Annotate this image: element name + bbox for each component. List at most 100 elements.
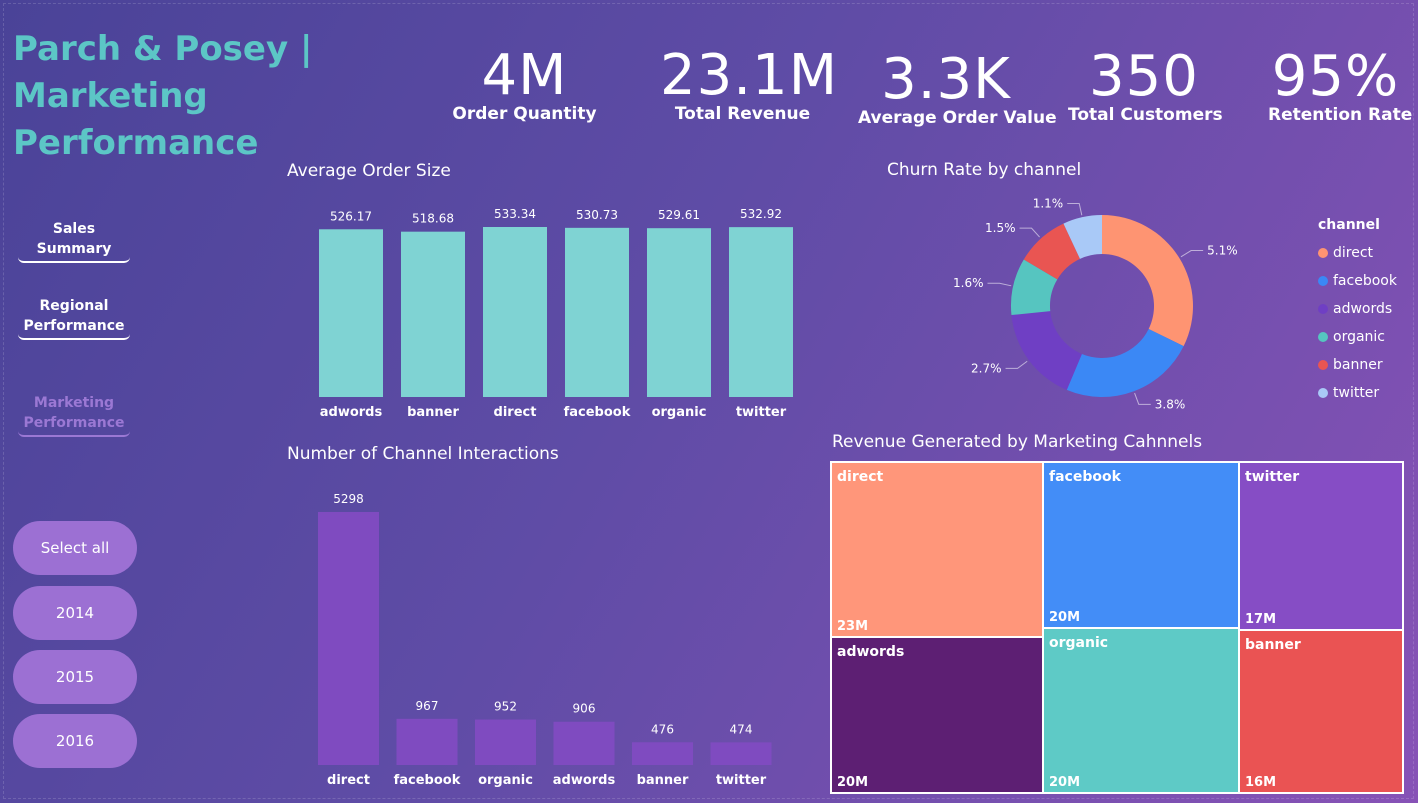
tile-value: 20M (837, 775, 869, 790)
nav-label-line1: Regional (39, 298, 109, 314)
nav-label-line1: Marketing (33, 395, 115, 411)
legend-item-facebook[interactable]: facebook (1318, 267, 1397, 295)
category-label: facebook (564, 405, 631, 420)
bar-value-label: 967 (416, 699, 439, 713)
kpi-label: Retention Rate (1268, 105, 1413, 125)
filter-2016-button[interactable]: 2016 (13, 714, 137, 768)
legend-label: twitter (1333, 385, 1380, 401)
kpi-label: Order Quantity (452, 104, 597, 124)
tile-value: 20M (1049, 775, 1081, 790)
donut-slice-twitter[interactable] (1063, 215, 1102, 259)
channel-interactions-title: Number of Channel Interactions (287, 444, 559, 464)
bar-twitter[interactable] (710, 742, 772, 765)
treemap-tile-direct[interactable]: direct 23M (830, 461, 1044, 638)
nav-label-line2: Performance (23, 318, 125, 334)
bar-value-label: 530.73 (576, 208, 618, 222)
slice-leader-line (1019, 227, 1040, 238)
kpi-total-revenue: 23.1M Total Revenue (660, 43, 839, 125)
donut-slice-facebook[interactable] (1066, 328, 1184, 397)
bar-adwords[interactable] (553, 721, 615, 765)
filter-label: 2016 (55, 732, 95, 750)
donut-slice-adwords[interactable] (1011, 311, 1082, 390)
filter-select-all-button[interactable]: Select all (13, 521, 137, 575)
legend-label: organic (1333, 329, 1386, 345)
bar-direct[interactable] (483, 227, 547, 397)
churn-legend: channel direct facebook adwords organic … (1318, 217, 1397, 407)
bar-organic[interactable] (475, 719, 536, 765)
avg-order-size-chart: 526.17 adwords 518.68 banner 533.34 direct 530… (319, 207, 793, 420)
category-label: adwords (320, 405, 383, 420)
legend-label: facebook (1333, 273, 1397, 289)
treemap-tile-twitter[interactable]: twitter 17M (1238, 461, 1404, 631)
legend-swatch (1318, 248, 1328, 258)
legend-item-direct[interactable]: direct (1318, 239, 1397, 267)
category-label: organic (652, 405, 707, 420)
tile-name: organic (1049, 635, 1109, 651)
donut-slice-organic[interactable] (1011, 259, 1058, 316)
bar-twitter[interactable] (729, 227, 793, 397)
bar-value-label: 518.68 (412, 212, 454, 226)
bar-banner[interactable] (401, 231, 465, 397)
kpi-label: Total Revenue (674, 104, 811, 124)
filter-label: Select all (40, 539, 110, 557)
report-canvas (3, 3, 1414, 799)
legend-swatch (1318, 276, 1328, 286)
tile-name: adwords (837, 644, 905, 660)
legend-item-adwords[interactable]: adwords (1318, 295, 1397, 323)
tile-name: facebook (1049, 469, 1121, 485)
kpi-value: 350 (1089, 44, 1199, 109)
churn-rate-donut-chart: 5.1% 3.8% 2.7% 1.6% 1.5% 1.1% (953, 197, 1238, 412)
legend-item-twitter[interactable]: twitter (1318, 379, 1397, 407)
slice-value-label: 1.5% (985, 221, 1016, 235)
treemap-tile-banner[interactable]: banner 16M (1238, 629, 1404, 794)
slice-value-label: 3.8% (1155, 397, 1186, 411)
bar-organic[interactable] (647, 228, 711, 397)
bar-adwords[interactable] (319, 229, 383, 397)
kpi-value: 23.1M (660, 43, 839, 108)
legend-swatch (1318, 304, 1328, 314)
nav-label-line2: Performance (23, 415, 125, 431)
slice-leader-line (1005, 360, 1028, 369)
legend-swatch (1318, 360, 1328, 370)
bar-facebook[interactable] (396, 718, 458, 765)
legend-item-organic[interactable]: organic (1318, 323, 1397, 351)
kpi-label: Average Order Value (858, 108, 1057, 128)
slice-value-label: 1.1% (1033, 197, 1064, 211)
nav-marketing-performance-button[interactable]: Marketing Performance (18, 393, 130, 437)
bar-value-label: 906 (573, 702, 596, 716)
slice-leader-line (1134, 392, 1151, 405)
category-label: banner (637, 773, 689, 788)
kpi-average-order-value: 3.3K Average Order Value (858, 48, 1057, 129)
treemap-tile-adwords[interactable]: adwords 20M (830, 636, 1044, 794)
slice-leader-line (987, 282, 1012, 287)
bar-value-label: 474 (730, 722, 753, 736)
treemap-tile-organic[interactable]: organic 20M (1042, 627, 1240, 794)
bar-facebook[interactable] (565, 227, 629, 397)
channel-interactions-chart: 5298 direct 967 facebook 952 organic 906 adword… (318, 492, 772, 788)
kpi-value: 95% (1271, 44, 1400, 109)
legend-item-banner[interactable]: banner (1318, 351, 1397, 379)
slice-value-label: 5.1% (1207, 244, 1238, 258)
nav-regional-performance-button[interactable]: Regional Performance (18, 296, 130, 340)
tile-value: 20M (1049, 610, 1081, 625)
legend-label: direct (1333, 245, 1374, 261)
category-label: facebook (394, 773, 461, 788)
tile-value: 16M (1245, 775, 1277, 790)
filter-2015-button[interactable]: 2015 (13, 650, 137, 704)
tile-value: 23M (837, 619, 869, 634)
category-label: direct (327, 773, 370, 788)
filter-label: 2014 (55, 604, 95, 622)
kpi-order-quantity: 4M Order Quantity (452, 44, 597, 125)
filter-2014-button[interactable]: 2014 (13, 586, 137, 640)
legend-swatch (1318, 332, 1328, 342)
treemap-title: Revenue Generated by Marketing Cahnnels (832, 432, 1203, 452)
kpi-retention-rate: 95% Retention Rate (1268, 44, 1413, 126)
nav-sales-summary-button[interactable]: Sales Summary (18, 219, 130, 263)
donut-slice-direct[interactable] (1102, 215, 1193, 347)
treemap-tile-facebook[interactable]: facebook 20M (1042, 461, 1240, 629)
page-title: Parch & Posey | Marketing Performance (13, 29, 313, 163)
donut-slice-banner[interactable] (1023, 223, 1080, 280)
bar-direct[interactable] (318, 512, 379, 765)
bar-value-label: 526.17 (330, 209, 372, 223)
bar-banner[interactable] (632, 742, 693, 765)
